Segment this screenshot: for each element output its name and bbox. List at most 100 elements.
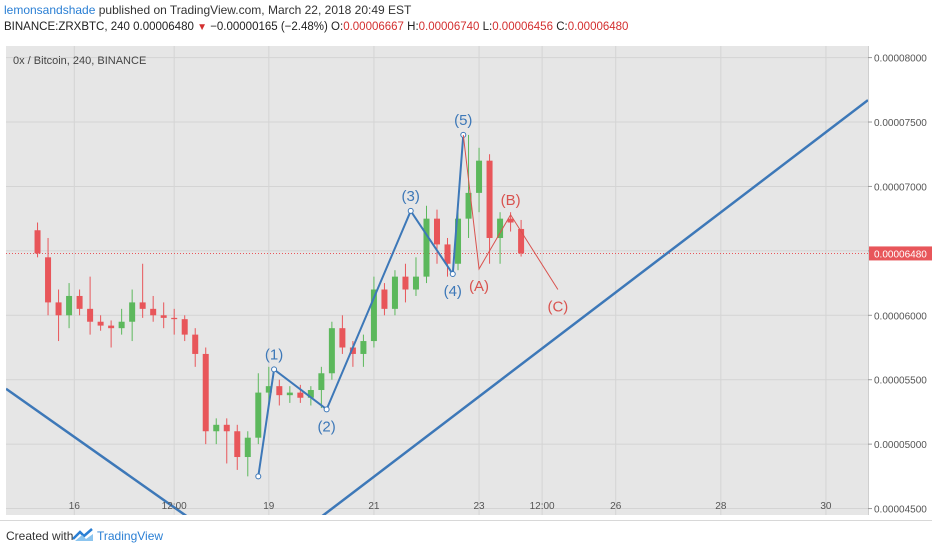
candle-body <box>391 276 398 309</box>
correction-wave-line <box>462 134 559 290</box>
symbol-label: BINANCE:ZRXBTC, 240 <box>4 21 130 33</box>
open-label: O: <box>331 21 344 33</box>
price-axis[interactable] <box>868 46 932 515</box>
y-tick-label: 0.00008000 <box>874 54 927 65</box>
change-value: −0.00000165 (−2.48%) <box>210 21 328 33</box>
candle-body <box>455 218 462 264</box>
candle-body <box>234 431 241 458</box>
chart-title: 0x / Bitcoin, 240, BINANCE <box>13 55 147 67</box>
x-tick-label: 12:00 <box>530 501 555 512</box>
wave-label: (C) <box>547 299 568 316</box>
last-price-label: 0.00006480 <box>874 249 927 260</box>
wave-label: (2) <box>317 418 335 435</box>
x-tick-label: 30 <box>820 501 832 512</box>
candle-body <box>87 308 94 322</box>
wave-point <box>323 406 330 413</box>
y-tick-label: 0.00007500 <box>874 118 927 129</box>
candle-body <box>381 289 388 309</box>
low-label: L: <box>482 21 493 33</box>
candle-body <box>244 437 251 458</box>
wave-label: (B) <box>501 192 521 209</box>
candle-body <box>202 353 209 432</box>
candle-body <box>181 319 188 335</box>
author-link[interactable]: lemonsandshade <box>4 3 96 17</box>
y-tick-label: 0.00007000 <box>874 182 927 193</box>
candle-body <box>55 302 62 316</box>
candle-body <box>223 424 230 432</box>
wave-point <box>407 207 414 214</box>
wave-label: (3) <box>402 188 420 205</box>
candle-body <box>518 228 525 254</box>
wave-point <box>271 366 278 373</box>
candle-body <box>486 160 493 238</box>
wave-label: (A) <box>469 278 489 295</box>
candle-body <box>507 218 514 223</box>
candle-body <box>423 218 430 277</box>
candle-body <box>76 295 83 309</box>
x-tick-label: 19 <box>263 501 275 512</box>
high-label: H: <box>407 21 419 33</box>
ohlc-line: BINANCE:ZRXBTC, 240 0.00006480 ▼ −0.0000… <box>4 21 628 33</box>
candle-body <box>160 315 167 318</box>
tradingview-link[interactable]: TradingView <box>97 529 164 543</box>
impulse-wave-line <box>257 134 465 477</box>
candle-body <box>97 321 104 326</box>
candle-body <box>328 328 335 374</box>
candle-body <box>276 386 283 396</box>
candle-body <box>370 289 377 342</box>
candle-body <box>108 325 115 329</box>
wave-label: (1) <box>265 346 283 363</box>
candle-body <box>139 302 146 309</box>
x-tick-label: 21 <box>368 501 380 512</box>
chart-panel[interactable] <box>6 46 868 515</box>
y-tick-label: 0.00006000 <box>874 311 927 322</box>
candle-body <box>297 392 304 398</box>
publish-info: published on TradingView.com, March 22, … <box>95 3 412 17</box>
candle-body <box>213 424 220 432</box>
trend-line <box>321 99 868 515</box>
x-tick-label: 12:00 <box>162 501 187 512</box>
publish-line: lemonsandshade published on TradingView.… <box>4 3 411 17</box>
candle-body <box>118 321 125 329</box>
trend-line <box>6 387 188 515</box>
candle-body <box>465 192 472 219</box>
price-chart[interactable]: (1) (2) (3) (4) (5) (A) (B) (C) 0.00008000 0.0000… <box>0 0 932 520</box>
open-value: 0.00006667 <box>343 21 404 33</box>
candle-body <box>265 386 272 393</box>
candle-body <box>434 218 440 245</box>
y-tick-label: 0.00005000 <box>874 440 927 451</box>
last-price-tag <box>869 246 932 261</box>
close-label: C: <box>556 21 568 33</box>
candle-body <box>402 276 409 290</box>
candle-body <box>307 390 314 398</box>
candle-body <box>45 257 52 303</box>
x-tick-label: 23 <box>473 501 485 512</box>
wave-point <box>449 271 456 278</box>
last-price: 0.00006480 <box>133 21 194 33</box>
candle-body <box>286 392 293 396</box>
close-value: 0.00006480 <box>567 21 629 33</box>
wave-label: (4) <box>444 283 462 300</box>
wave-point <box>255 473 262 480</box>
candle-body <box>150 308 157 316</box>
candle-body <box>318 373 325 391</box>
plot-area: (1) (2) (3) (4) (5) (A) (B) (C) <box>6 46 868 515</box>
candle-body <box>34 230 41 254</box>
tradingview-logo-icon <box>72 528 93 541</box>
low-value: 0.00006456 <box>492 21 553 33</box>
wave-label: (5) <box>454 112 472 129</box>
candle-body <box>349 347 356 354</box>
x-tick-label: 26 <box>610 501 622 512</box>
created-with-label: Created with <box>6 529 74 543</box>
candle-body <box>497 218 504 238</box>
y-tick-label: 0.00005500 <box>874 376 927 387</box>
down-arrow-icon: ▼ <box>197 22 207 33</box>
candle-body <box>192 334 199 354</box>
candle-body <box>444 244 451 264</box>
candle-body <box>339 328 346 348</box>
x-tick-label: 28 <box>715 501 727 512</box>
candle-body <box>129 302 136 322</box>
x-tick-label: 16 <box>69 501 81 512</box>
candle-body <box>412 276 419 290</box>
high-value: 0.00006740 <box>418 21 480 33</box>
